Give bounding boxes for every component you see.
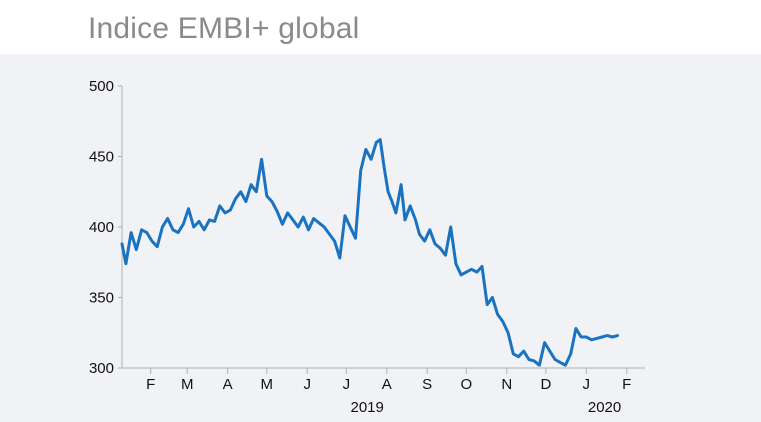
y-tick-labels: 300 350 400 450 500 <box>89 78 114 377</box>
x-tick-label: A <box>223 376 233 393</box>
year-label: 2019 <box>351 399 384 416</box>
x-tick-label: J <box>583 376 591 393</box>
y-tick-label: 450 <box>89 149 114 166</box>
x-tick-labels: F M A M J J A S O N D J F 2019 2020 <box>146 376 631 416</box>
y-tick-label: 500 <box>89 78 114 95</box>
x-tick-label: F <box>622 376 631 393</box>
x-tick-label: A <box>382 376 392 393</box>
y-tick-label: 400 <box>89 219 114 236</box>
x-tick-label: F <box>146 376 155 393</box>
series-group <box>120 138 620 367</box>
x-tick-label: O <box>460 376 472 393</box>
y-tick-label: 350 <box>89 290 114 307</box>
x-tick-label: N <box>501 376 512 393</box>
y-tick-label: 300 <box>89 360 114 377</box>
chart-title: Indice EMBI+ global <box>88 12 360 45</box>
series-line <box>120 138 620 367</box>
year-label: 2020 <box>588 399 621 416</box>
x-tick-label: J <box>343 376 351 393</box>
x-tick-label: M <box>181 376 194 393</box>
x-tick-label: S <box>422 376 432 393</box>
chart-axes <box>118 85 645 374</box>
x-tick-label: D <box>540 376 551 393</box>
x-tick-label: M <box>261 376 274 393</box>
x-tick-label: J <box>303 376 311 393</box>
chart-panel <box>0 54 761 422</box>
